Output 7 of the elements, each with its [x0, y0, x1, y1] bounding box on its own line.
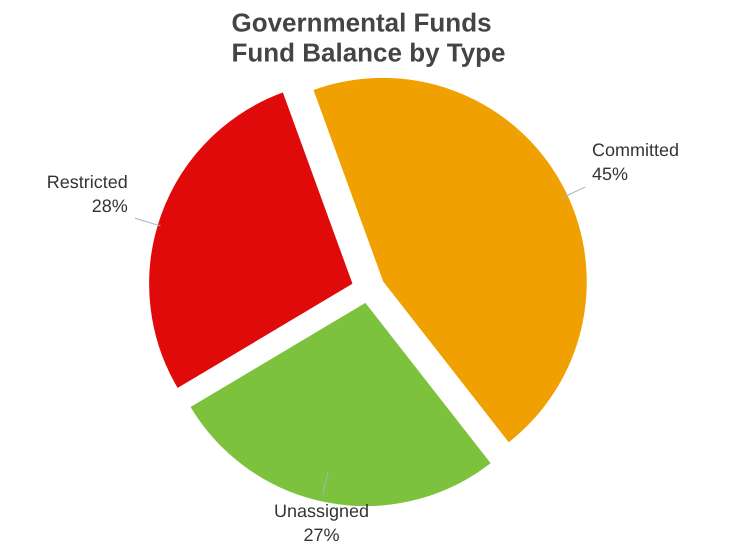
slice-label: Restricted	[46, 172, 128, 192]
slice-label: Unassigned	[274, 500, 370, 521]
data-label: 45%	[592, 164, 628, 184]
data-label: 27%	[303, 524, 340, 545]
chart-title: Governmental Funds Fund Balance by Type	[231, 8, 506, 68]
data-label: 28%	[92, 196, 128, 216]
slice-label: Committed	[592, 140, 680, 160]
